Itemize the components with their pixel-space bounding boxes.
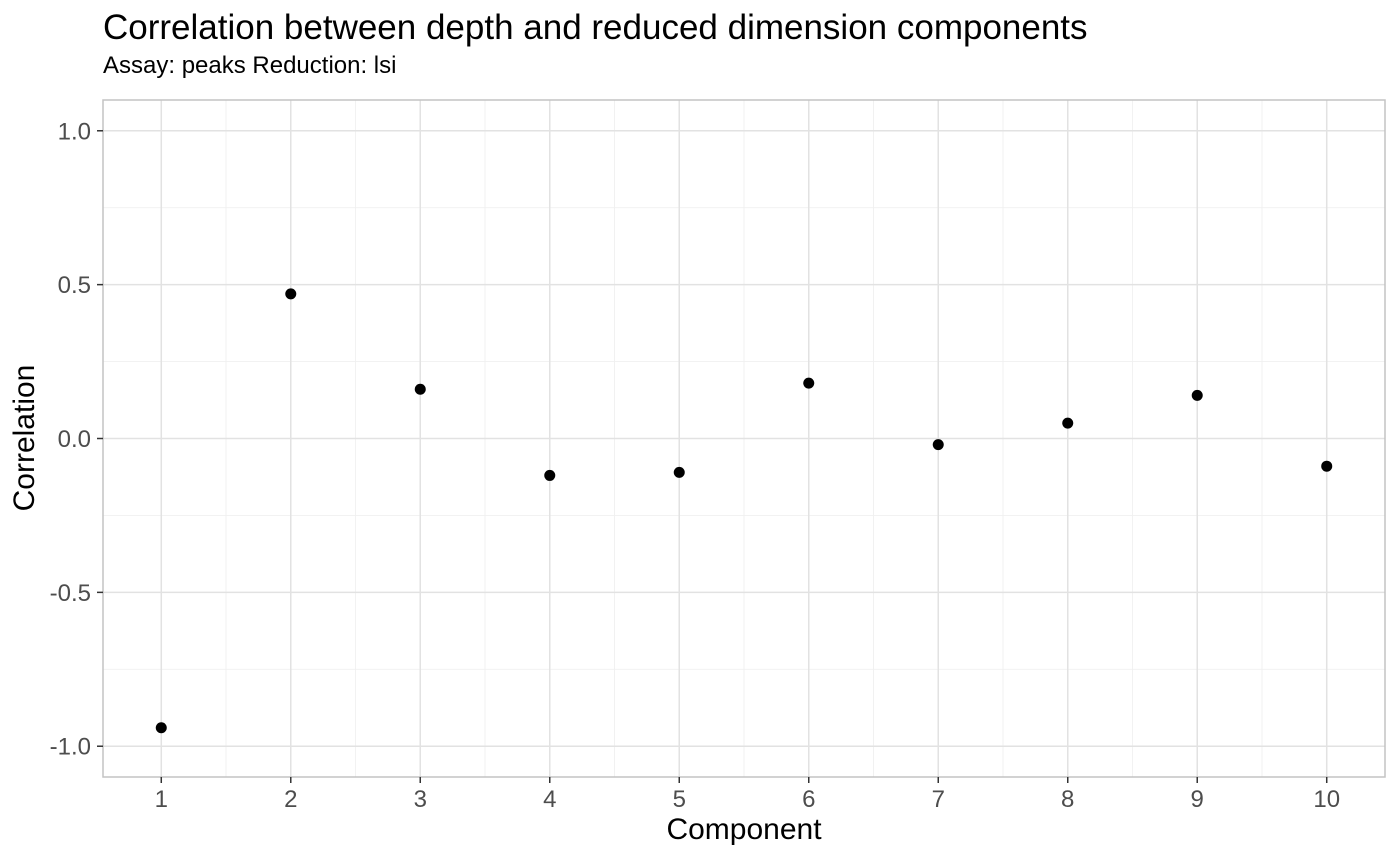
x-tick-label: 4 — [543, 786, 556, 813]
x-tick-label: 3 — [414, 786, 427, 813]
data-point — [285, 288, 297, 300]
y-tick-label: -0.5 — [50, 580, 91, 607]
data-point — [1321, 460, 1333, 472]
y-tick-label: -1.0 — [50, 734, 91, 761]
data-point — [1191, 389, 1203, 401]
plot-subtitle: Assay: peaks Reduction: lsi — [103, 52, 397, 79]
data-point — [544, 469, 556, 481]
x-tick-label: 6 — [802, 786, 815, 813]
x-tick-label: 5 — [673, 786, 686, 813]
y-tick-label: 0.5 — [58, 272, 91, 299]
x-tick-label: 10 — [1313, 786, 1340, 813]
y-tick-label: 0.0 — [58, 426, 91, 453]
x-tick-label: 8 — [1061, 786, 1074, 813]
data-point — [673, 466, 685, 478]
data-point — [1062, 417, 1074, 429]
x-tick-label: 7 — [932, 786, 945, 813]
x-tick-label: 2 — [284, 786, 297, 813]
data-point — [932, 439, 944, 451]
data-point — [414, 383, 426, 395]
data-point — [155, 722, 167, 734]
plot-title: Correlation between depth and reduced di… — [103, 8, 1088, 47]
y-axis-title: Correlation — [8, 364, 41, 512]
x-tick-label: 9 — [1191, 786, 1204, 813]
x-tick-label: 1 — [155, 786, 168, 813]
x-axis-title: Component — [666, 813, 822, 846]
data-point — [803, 377, 815, 389]
y-tick-label: 1.0 — [58, 118, 91, 145]
